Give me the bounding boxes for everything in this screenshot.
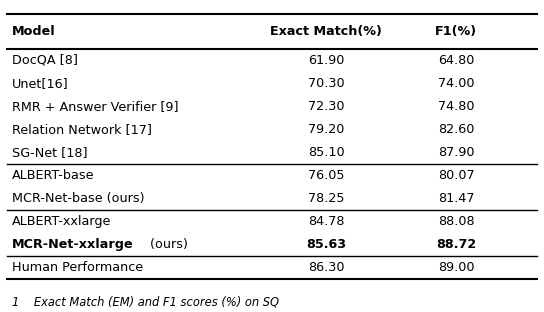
Text: F1(%): F1(%) xyxy=(435,25,477,37)
Text: 64.80: 64.80 xyxy=(438,54,474,66)
Text: (ours): (ours) xyxy=(146,238,188,251)
Text: 88.72: 88.72 xyxy=(436,238,476,251)
Text: 86.30: 86.30 xyxy=(308,261,344,274)
Text: 84.78: 84.78 xyxy=(308,215,344,227)
Text: 81.47: 81.47 xyxy=(438,192,474,205)
Text: 1    Exact Match (EM) and F1 scores (%) on SQ: 1 Exact Match (EM) and F1 scores (%) on … xyxy=(12,295,279,308)
Text: 78.25: 78.25 xyxy=(308,192,344,205)
Text: 76.05: 76.05 xyxy=(308,168,344,182)
Text: 88.08: 88.08 xyxy=(438,215,474,227)
Text: 89.00: 89.00 xyxy=(438,261,474,274)
Text: RMR + Answer Verifier [9]: RMR + Answer Verifier [9] xyxy=(12,100,179,113)
Text: 80.07: 80.07 xyxy=(438,168,474,182)
Text: 61.90: 61.90 xyxy=(308,54,344,66)
Text: Relation Network [17]: Relation Network [17] xyxy=(12,123,152,136)
Text: 74.80: 74.80 xyxy=(438,100,474,113)
Text: SG-Net [18]: SG-Net [18] xyxy=(12,146,88,158)
Text: 79.20: 79.20 xyxy=(308,123,344,136)
Text: Model: Model xyxy=(12,25,56,37)
Text: 82.60: 82.60 xyxy=(438,123,474,136)
Text: ALBERT-base: ALBERT-base xyxy=(12,168,95,182)
Text: 70.30: 70.30 xyxy=(308,77,344,90)
Text: 85.63: 85.63 xyxy=(306,238,346,251)
Text: Human Performance: Human Performance xyxy=(12,261,143,274)
Text: MCR-Net-xxlarge: MCR-Net-xxlarge xyxy=(12,238,134,251)
Text: 72.30: 72.30 xyxy=(308,100,344,113)
Text: 74.00: 74.00 xyxy=(438,77,474,90)
Text: Unet[16]: Unet[16] xyxy=(12,77,69,90)
Text: 87.90: 87.90 xyxy=(438,146,474,158)
Text: Exact Match(%): Exact Match(%) xyxy=(270,25,382,37)
Text: 85.10: 85.10 xyxy=(308,146,344,158)
Text: ALBERT-xxlarge: ALBERT-xxlarge xyxy=(12,215,112,227)
Text: DocQA [8]: DocQA [8] xyxy=(12,54,78,66)
Text: MCR-Net-base (ours): MCR-Net-base (ours) xyxy=(12,192,145,205)
